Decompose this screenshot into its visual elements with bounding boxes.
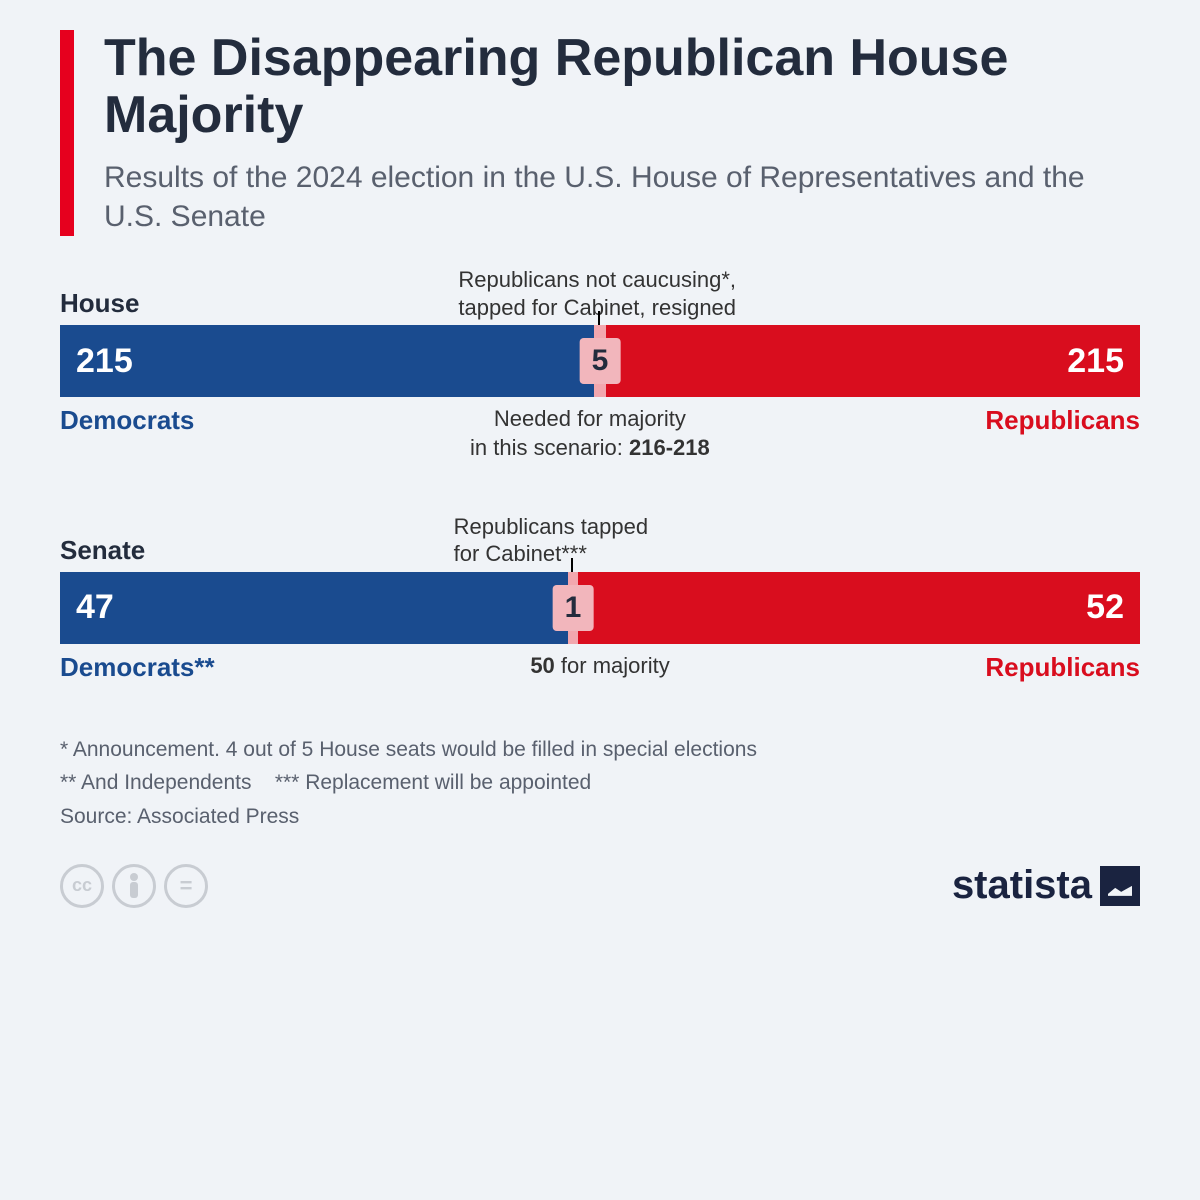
- house-note-2b: 216-218: [629, 435, 710, 460]
- house-majority-note: Needed for majority in this scenario: 21…: [470, 405, 710, 462]
- accent-bar: [60, 30, 74, 236]
- senate-pointer: [571, 558, 573, 572]
- by-icon: [112, 864, 156, 908]
- senate-chart: Senate Republicans tapped for Cabinet***…: [60, 513, 1140, 683]
- house-rep-label: Republicans: [985, 405, 1140, 436]
- statista-logo: statista: [952, 863, 1140, 908]
- logo-icon: [1100, 866, 1140, 906]
- house-rep-value: 215: [1067, 342, 1124, 381]
- footer: cc = statista: [60, 863, 1140, 908]
- page-title: The Disappearing Republican House Majori…: [104, 30, 1140, 144]
- cc-icon: cc: [60, 864, 104, 908]
- house-note-2a: in this scenario:: [470, 435, 629, 460]
- footnote-1: * Announcement. 4 out of 5 House seats w…: [60, 733, 1140, 767]
- senate-dem-segment: 47: [60, 572, 568, 644]
- senate-rep-segment: 52: [578, 572, 1140, 644]
- senate-mid-segment: 1: [568, 572, 579, 644]
- house-rep-segment: 215: [606, 325, 1140, 397]
- house-dem-value: 215: [76, 342, 133, 381]
- senate-dem-value: 47: [76, 588, 114, 627]
- nd-icon: =: [164, 864, 208, 908]
- logo-text: statista: [952, 863, 1092, 908]
- senate-rep-value: 52: [1086, 588, 1124, 627]
- senate-note-bold: 50: [530, 653, 554, 678]
- house-annotation-1: Republicans not caucusing*,: [458, 267, 736, 292]
- footnotes: * Announcement. 4 out of 5 House seats w…: [60, 733, 1140, 834]
- header: The Disappearing Republican House Majori…: [60, 30, 1140, 236]
- senate-label: Senate: [60, 535, 514, 566]
- senate-annotation-1: Republicans tapped: [454, 514, 648, 539]
- house-mid-value: 5: [580, 338, 621, 384]
- senate-rep-label: Republicans: [985, 652, 1140, 683]
- source: Source: Associated Press: [60, 800, 1140, 834]
- house-bar: 215 5 215: [60, 325, 1140, 397]
- house-chart: House Republicans not caucusing*, tapped…: [60, 266, 1140, 462]
- page-subtitle: Results of the 2024 election in the U.S.…: [104, 158, 1140, 236]
- senate-majority-note: 50 for majority: [530, 652, 669, 681]
- house-pointer: [598, 311, 600, 325]
- senate-mid-value: 1: [553, 585, 594, 631]
- house-dem-segment: 215: [60, 325, 594, 397]
- senate-dem-label: Democrats**: [60, 652, 215, 683]
- senate-note-rest: for majority: [555, 653, 670, 678]
- cc-icons: cc =: [60, 864, 208, 908]
- senate-bar: 47 1 52: [60, 572, 1140, 644]
- house-dem-label: Democrats: [60, 405, 194, 436]
- senate-annotation-2: for Cabinet***: [454, 541, 587, 566]
- house-mid-segment: 5: [594, 325, 607, 397]
- house-note-1: Needed for majority: [494, 406, 686, 431]
- footnote-2: ** And Independents *** Replacement will…: [60, 766, 1140, 800]
